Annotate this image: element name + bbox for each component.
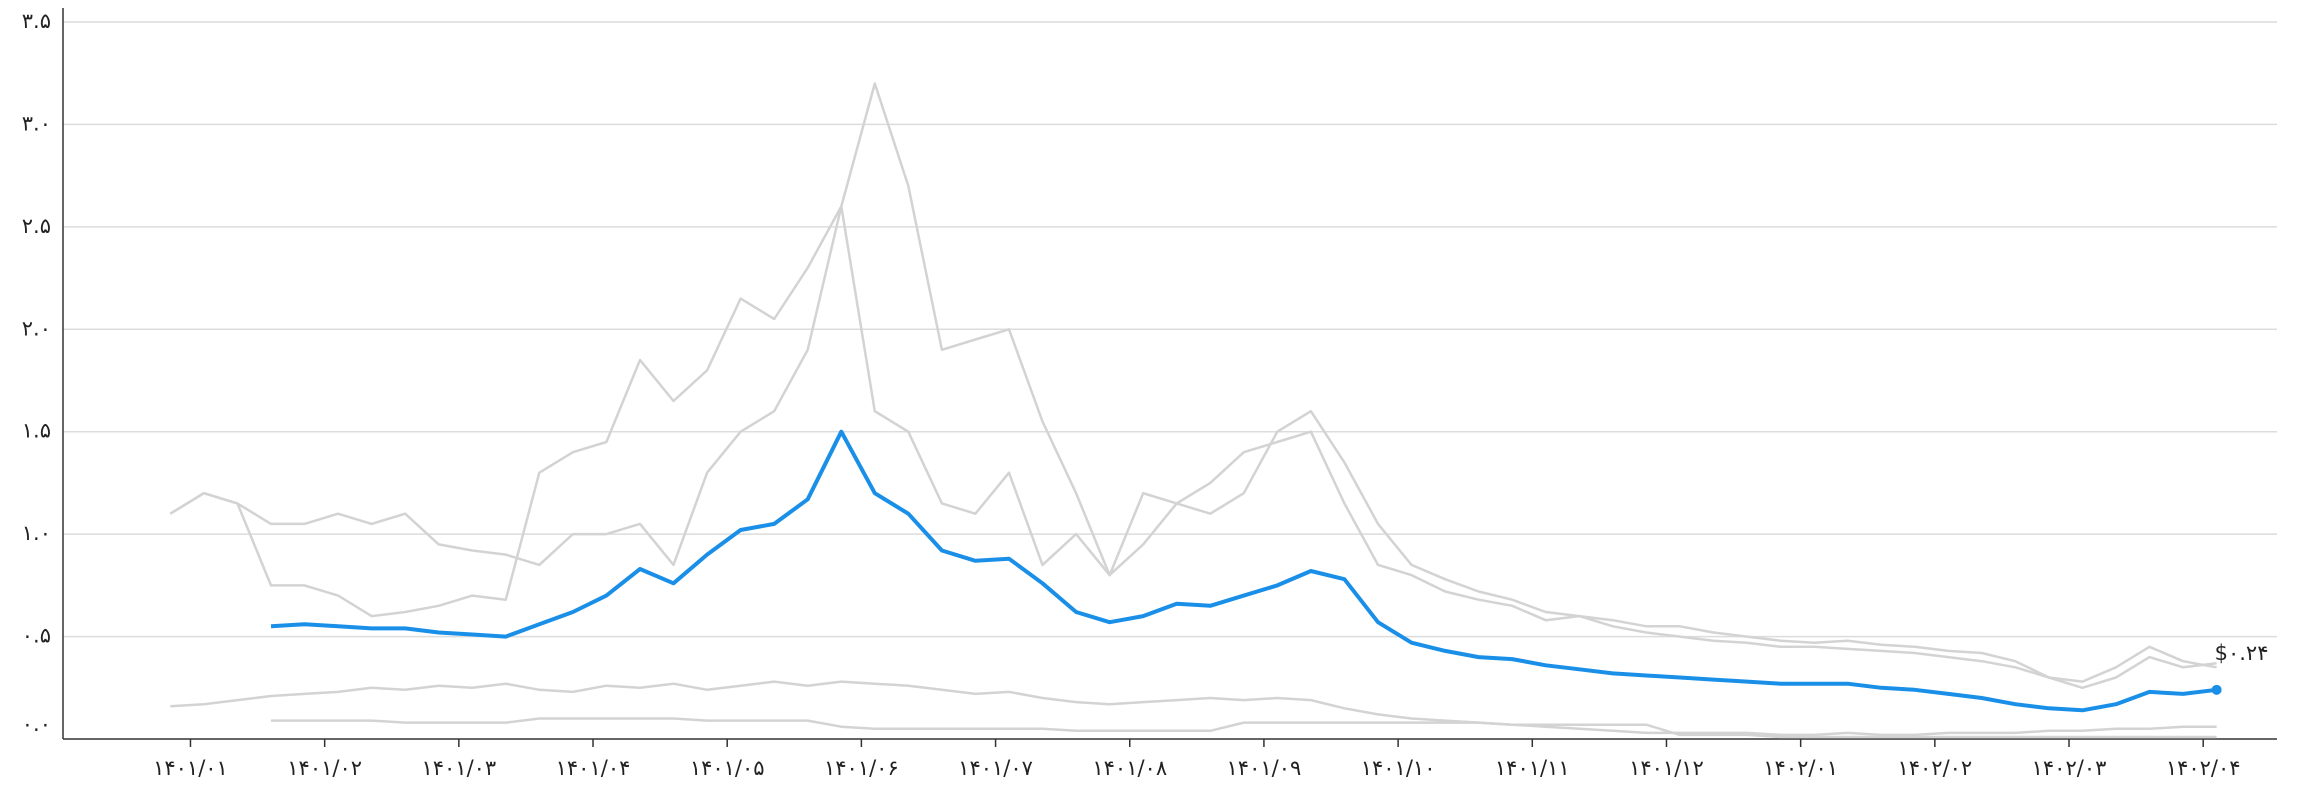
x-tick-label: ۱۴۰۱/۰۱ <box>153 756 228 780</box>
y-tick-label: ۱.۵ <box>22 419 51 443</box>
x-tick-label: ۱۴۰۱/۱۲ <box>1629 756 1704 780</box>
x-tick-label: ۱۴۰۱/۱۰ <box>1361 756 1436 780</box>
series-line <box>169 205 2217 683</box>
x-tick-label: ۱۴۰۱/۰۷ <box>958 756 1033 780</box>
x-tick-label: ۱۴۰۲/۰۴ <box>2166 756 2241 780</box>
x-tick-label: ۱۴۰۱/۰۴ <box>556 756 631 780</box>
x-tick-label: ۱۴۰۲/۰۱ <box>1763 756 1838 780</box>
y-tick-label: ۰.۰ <box>22 712 51 736</box>
y-tick-label: ۳.۵ <box>22 9 51 33</box>
y-tick-label: ۰.۵ <box>22 624 51 648</box>
series-line <box>271 717 2217 739</box>
x-tick-label: ۱۴۰۱/۰۲ <box>287 756 362 780</box>
x-tick-label: ۱۴۰۱/۱۱ <box>1495 756 1570 780</box>
y-tick-label: ۲.۵ <box>22 214 51 238</box>
x-tick-label: ۱۴۰۲/۰۳ <box>2032 756 2107 780</box>
series-line <box>169 82 2217 690</box>
x-tick-label: ۱۴۰۲/۰۲ <box>1897 756 1972 780</box>
x-tick-label: ۱۴۰۱/۰۸ <box>1092 756 1167 780</box>
y-tick-label: ۲.۰ <box>22 316 51 340</box>
x-tick-label: ۱۴۰۱/۰۹ <box>1227 756 1302 780</box>
y-tick-label: ۱.۰ <box>22 521 51 545</box>
x-tick-label: ۱۴۰۱/۰۶ <box>824 756 899 780</box>
last-point <box>2211 684 2222 695</box>
annotation: $۰.۲۴ <box>2215 641 2269 665</box>
series-line <box>170 680 2217 737</box>
x-tick-label: ۱۴۰۱/۰۵ <box>690 756 765 780</box>
x-tick-label: ۱۴۰۱/۰۳ <box>421 756 496 780</box>
series-line <box>270 429 2217 713</box>
y-tick-label: ۳.۰ <box>22 111 51 135</box>
